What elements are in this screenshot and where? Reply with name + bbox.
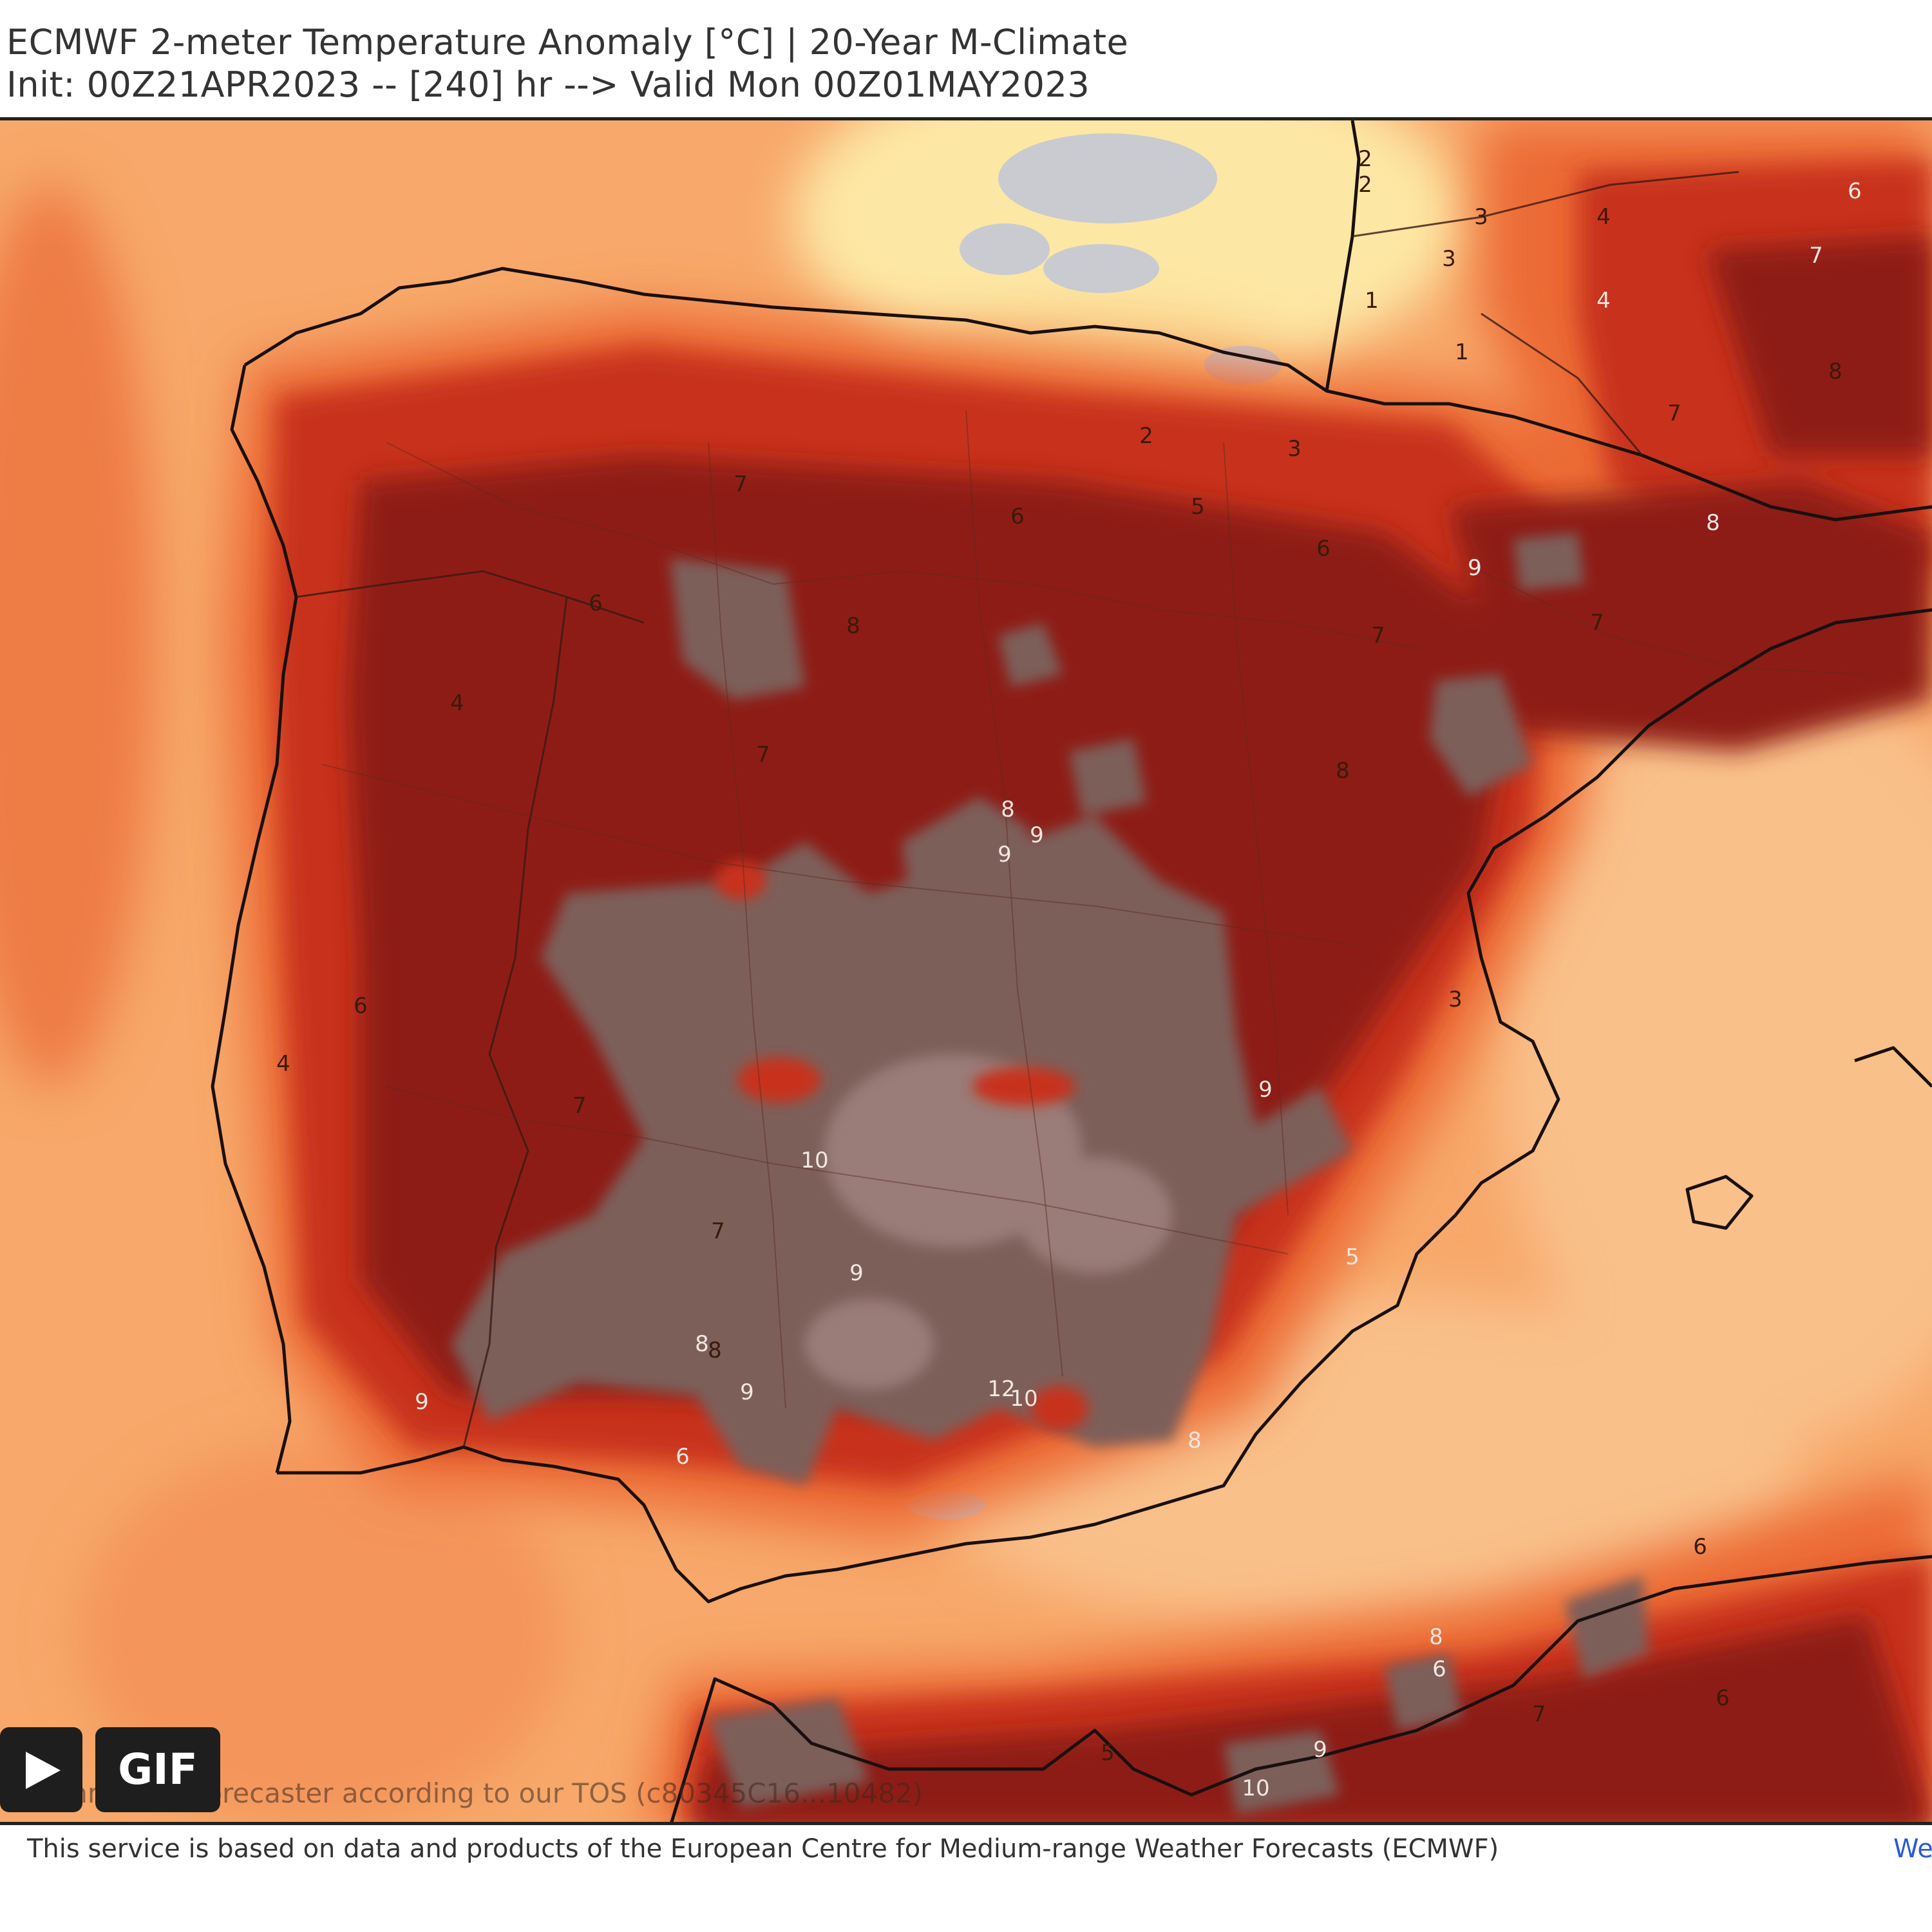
contour-label: 6 xyxy=(354,993,368,1019)
contour-label: 7 xyxy=(573,1093,587,1119)
contour-label: 6 xyxy=(676,1444,690,1470)
contour-label: 2 xyxy=(1358,172,1372,198)
contour-label: 3 xyxy=(1287,436,1302,462)
anomaly-map: 2 2 3 4 3 1 1 2 3 5 7 6 6 7 9 7 8 8 6 4 … xyxy=(0,117,1932,1825)
contour-label: 9 xyxy=(849,1260,864,1286)
contour-label: 7 xyxy=(1590,610,1604,636)
contour-label: 1 xyxy=(1365,288,1379,314)
contour-label: 7 xyxy=(1667,401,1681,426)
contour-label: 3 xyxy=(1448,987,1463,1012)
ecmwf-credit: This service is based on data and produc… xyxy=(27,1834,1499,1864)
contour-label: 8 xyxy=(695,1331,709,1357)
contour-label: 3 xyxy=(1442,246,1456,272)
contour-label: 9 xyxy=(1313,1737,1327,1763)
contour-label: 10 xyxy=(1010,1386,1038,1412)
contour-label: 8 xyxy=(1429,1624,1443,1650)
contour-label: 7 xyxy=(1809,243,1823,269)
contour-label: 10 xyxy=(800,1148,829,1173)
contour-label: 4 xyxy=(1596,288,1611,314)
contour-label: 10 xyxy=(1242,1776,1270,1801)
contour-label: 6 xyxy=(589,591,603,616)
contour-label: 6 xyxy=(1693,1534,1707,1560)
contour-label: 4 xyxy=(1596,204,1611,230)
contour-label: 2 xyxy=(1358,146,1372,172)
contour-label: 9 xyxy=(1468,555,1482,581)
chart-subtitle: Init: 00Z21APR2023 -- [240] hr --> Valid… xyxy=(6,64,1090,105)
contour-label: 9 xyxy=(1258,1077,1273,1103)
contour-label: 8 xyxy=(1001,797,1015,822)
contour-label: 9 xyxy=(415,1389,429,1415)
contour-label: 12 xyxy=(987,1376,1016,1402)
contour-label: 7 xyxy=(711,1218,725,1244)
contour-label: 6 xyxy=(1432,1656,1446,1682)
anomaly-red-pockets xyxy=(715,861,1088,1431)
contour-label: 8 xyxy=(846,613,860,639)
contour-label: 6 xyxy=(1716,1685,1730,1711)
contour-label: 7 xyxy=(1371,623,1385,649)
contour-label: 9 xyxy=(1468,555,1482,581)
contour-label: 6 xyxy=(1316,536,1331,562)
contour-label: 5 xyxy=(1101,1740,1115,1766)
footer: This service is based on data and produc… xyxy=(0,1825,1932,1877)
contour-label: 8 xyxy=(1336,758,1350,784)
chart-title: ECMWF 2-meter Temperature Anomaly [°C] |… xyxy=(6,22,1129,62)
play-button[interactable] xyxy=(0,1727,82,1812)
contour-label: 7 xyxy=(1532,1701,1546,1727)
contour-label: 9 xyxy=(1030,822,1044,848)
play-icon xyxy=(26,1752,61,1789)
contour-label: 7 xyxy=(756,742,770,768)
contour-label: 1 xyxy=(1455,339,1469,365)
map-canvas xyxy=(0,120,1932,1822)
contour-label: 4 xyxy=(276,1051,290,1077)
chart-header: ECMWF 2-meter Temperature Anomaly [°C] |… xyxy=(0,0,1932,116)
contour-label: 6 xyxy=(1010,504,1025,529)
province-borders xyxy=(321,410,1868,1409)
anomaly-extreme-light xyxy=(805,1054,1172,1389)
contour-label: 9 xyxy=(998,842,1012,867)
contour-label: 8 xyxy=(1828,359,1842,384)
contour-label: 5 xyxy=(1345,1244,1359,1270)
contour-label: 5 xyxy=(1191,494,1205,520)
contour-label: 3 xyxy=(1474,204,1488,230)
contour-label: 8 xyxy=(708,1338,722,1363)
contour-label: 8 xyxy=(1706,510,1720,536)
country-borders xyxy=(296,171,1739,1448)
contour-label: 6 xyxy=(1848,178,1862,204)
contour-label: 7 xyxy=(734,471,748,497)
gif-button[interactable]: GIF xyxy=(95,1727,220,1812)
web-link[interactable]: We xyxy=(1893,1834,1932,1864)
contour-label: 2 xyxy=(1139,423,1153,449)
contour-label: 8 xyxy=(1188,1428,1202,1454)
contour-label: 9 xyxy=(740,1379,754,1405)
contour-label: 4 xyxy=(450,690,464,716)
